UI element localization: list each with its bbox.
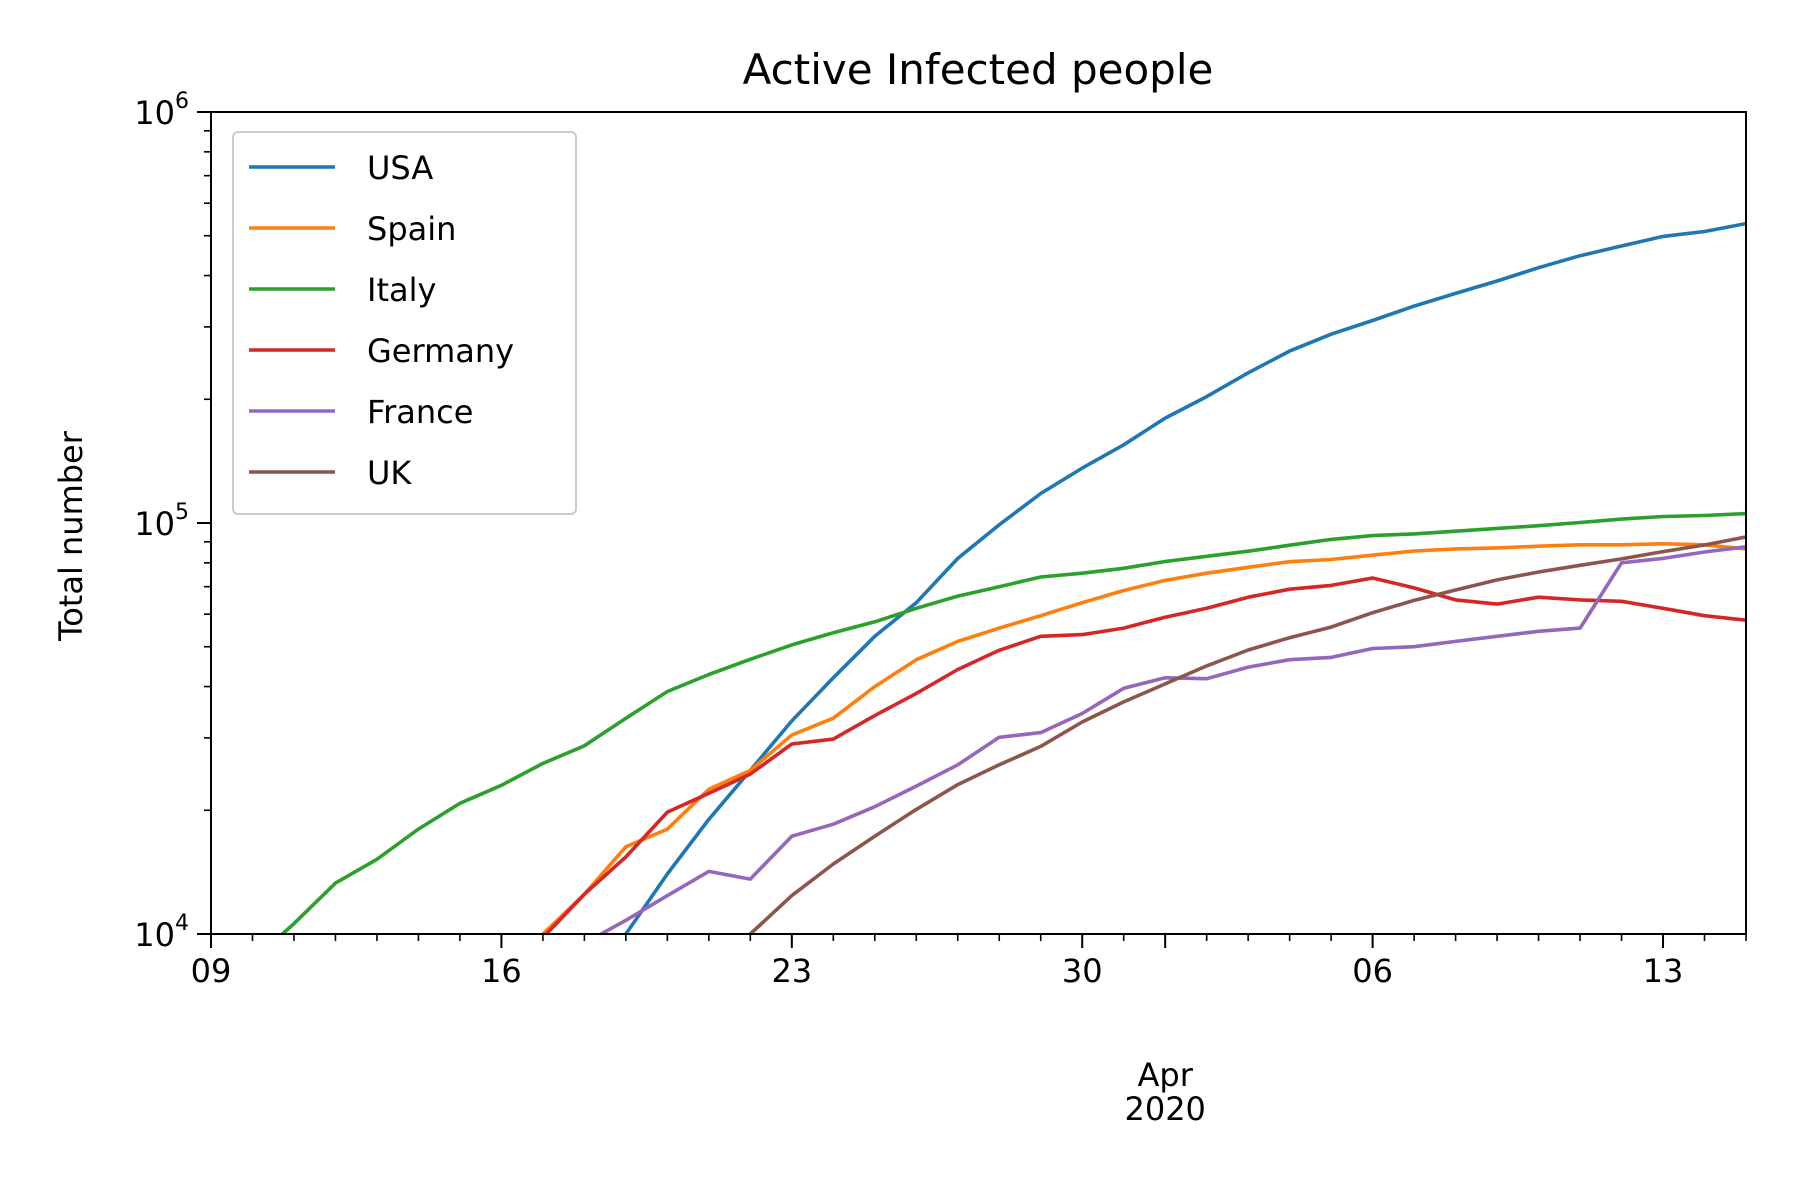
legend: USA Spain Italy Germany France UK bbox=[233, 132, 576, 514]
legend-label-usa: USA bbox=[367, 149, 433, 187]
series-line-spain bbox=[501, 544, 1746, 953]
legend-label-spain: Spain bbox=[367, 210, 456, 248]
y-axis-label: Total number bbox=[52, 430, 90, 642]
x-tick-label: 23 bbox=[771, 952, 812, 990]
x-tick-label: 30 bbox=[1062, 952, 1103, 990]
chart-title: Active Infected people bbox=[743, 45, 1214, 94]
legend-label-uk: UK bbox=[367, 454, 412, 492]
x-tick-label: 16 bbox=[481, 952, 522, 990]
legend-label-germany: Germany bbox=[367, 332, 514, 370]
x-tick-label: 06 bbox=[1352, 952, 1393, 990]
legend-label-france: France bbox=[367, 393, 473, 431]
series-line-france bbox=[584, 547, 1787, 943]
y-tick-label: 106 bbox=[134, 89, 189, 132]
y-tick-label: 105 bbox=[134, 500, 189, 543]
x-tick-label: 09 bbox=[191, 952, 232, 990]
x-tick-label: 13 bbox=[1643, 952, 1684, 990]
x-month-label: Apr bbox=[1138, 1056, 1194, 1094]
legend-label-italy: Italy bbox=[367, 271, 436, 309]
y-tick-label: 104 bbox=[134, 911, 189, 954]
x-year-label: 2020 bbox=[1124, 1090, 1205, 1128]
series-line-germany bbox=[501, 578, 1746, 963]
